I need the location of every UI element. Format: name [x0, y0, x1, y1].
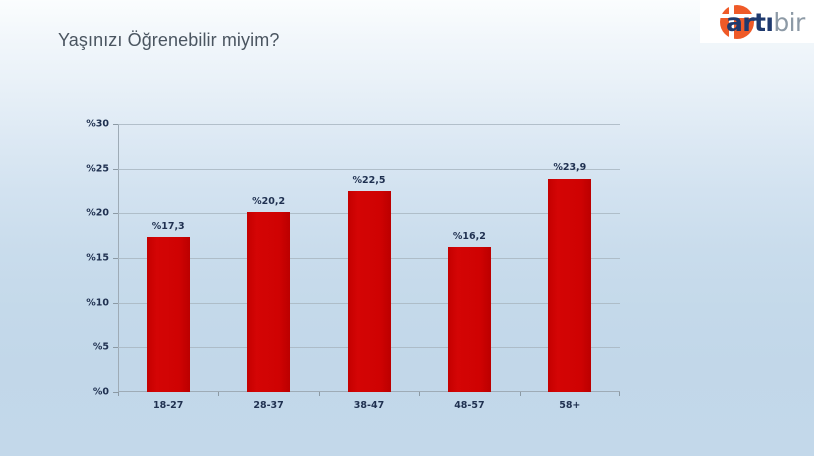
logo-cross-vertical-icon: [729, 3, 734, 41]
y-axis-tick: [113, 213, 118, 215]
y-axis-tick: [113, 168, 118, 170]
y-axis-tick: [113, 302, 118, 304]
logo-wordmark: artıbir: [726, 9, 805, 37]
bar-value-label: %16,2: [452, 231, 486, 243]
y-axis-tick: [113, 347, 118, 349]
y-axis-label: %15: [86, 252, 109, 264]
bar-value-label: %23,9: [553, 162, 587, 174]
y-axis-label: %5: [92, 341, 109, 353]
bar[interactable]: [347, 191, 391, 392]
x-axis-tick: [519, 392, 521, 396]
x-axis-tick: [118, 392, 119, 396]
logo-inner: artıbir: [708, 3, 814, 41]
gridline: [118, 168, 620, 170]
logo-wordmark-gray: bir: [773, 8, 805, 37]
y-axis-tick: [113, 258, 118, 259]
x-axis-tick: [619, 392, 620, 396]
gridline: [118, 124, 620, 125]
bar[interactable]: [447, 247, 491, 392]
y-axis-label: %25: [86, 163, 109, 175]
x-axis-category-label: 18-27: [152, 400, 184, 411]
artibir-logo[interactable]: artıbir: [700, 0, 814, 43]
y-axis-label: %10: [86, 297, 109, 309]
bar[interactable]: [146, 237, 190, 392]
bar[interactable]: [548, 178, 592, 392]
y-axis-tick: [113, 124, 118, 125]
bar-value-label: %20,2: [252, 195, 286, 207]
x-axis-category-label: 28-37: [253, 400, 284, 411]
y-axis-label: %30: [86, 118, 109, 130]
x-axis-tick: [419, 392, 421, 396]
y-axis-tick: [113, 392, 118, 393]
logo-cross-horizontal-icon: [718, 14, 758, 18]
y-axis-label: %0: [92, 386, 109, 398]
x-axis-tick: [218, 392, 220, 396]
y-axis-label: %20: [86, 207, 109, 219]
bar-value-label: %17,3: [151, 221, 185, 233]
x-axis-category-label: 38-47: [353, 400, 385, 411]
page-title: Yaşınızı Öğrenebilir miyim?: [58, 30, 280, 50]
bar[interactable]: [247, 211, 291, 392]
x-axis-tick: [318, 392, 320, 396]
bar-chart: %0 %5 %10 %15 %20 %25 %30 %17,3 %20,2 %22,5 %16,2…: [86, 119, 620, 411]
bar-value-label: %22,5: [352, 175, 386, 186]
logo-circle-icon: [720, 5, 754, 39]
x-axis-category-label: 58+: [559, 400, 581, 411]
logo-wordmark-dark: artı: [726, 8, 774, 37]
x-axis-category-label: 48-57: [454, 400, 485, 411]
